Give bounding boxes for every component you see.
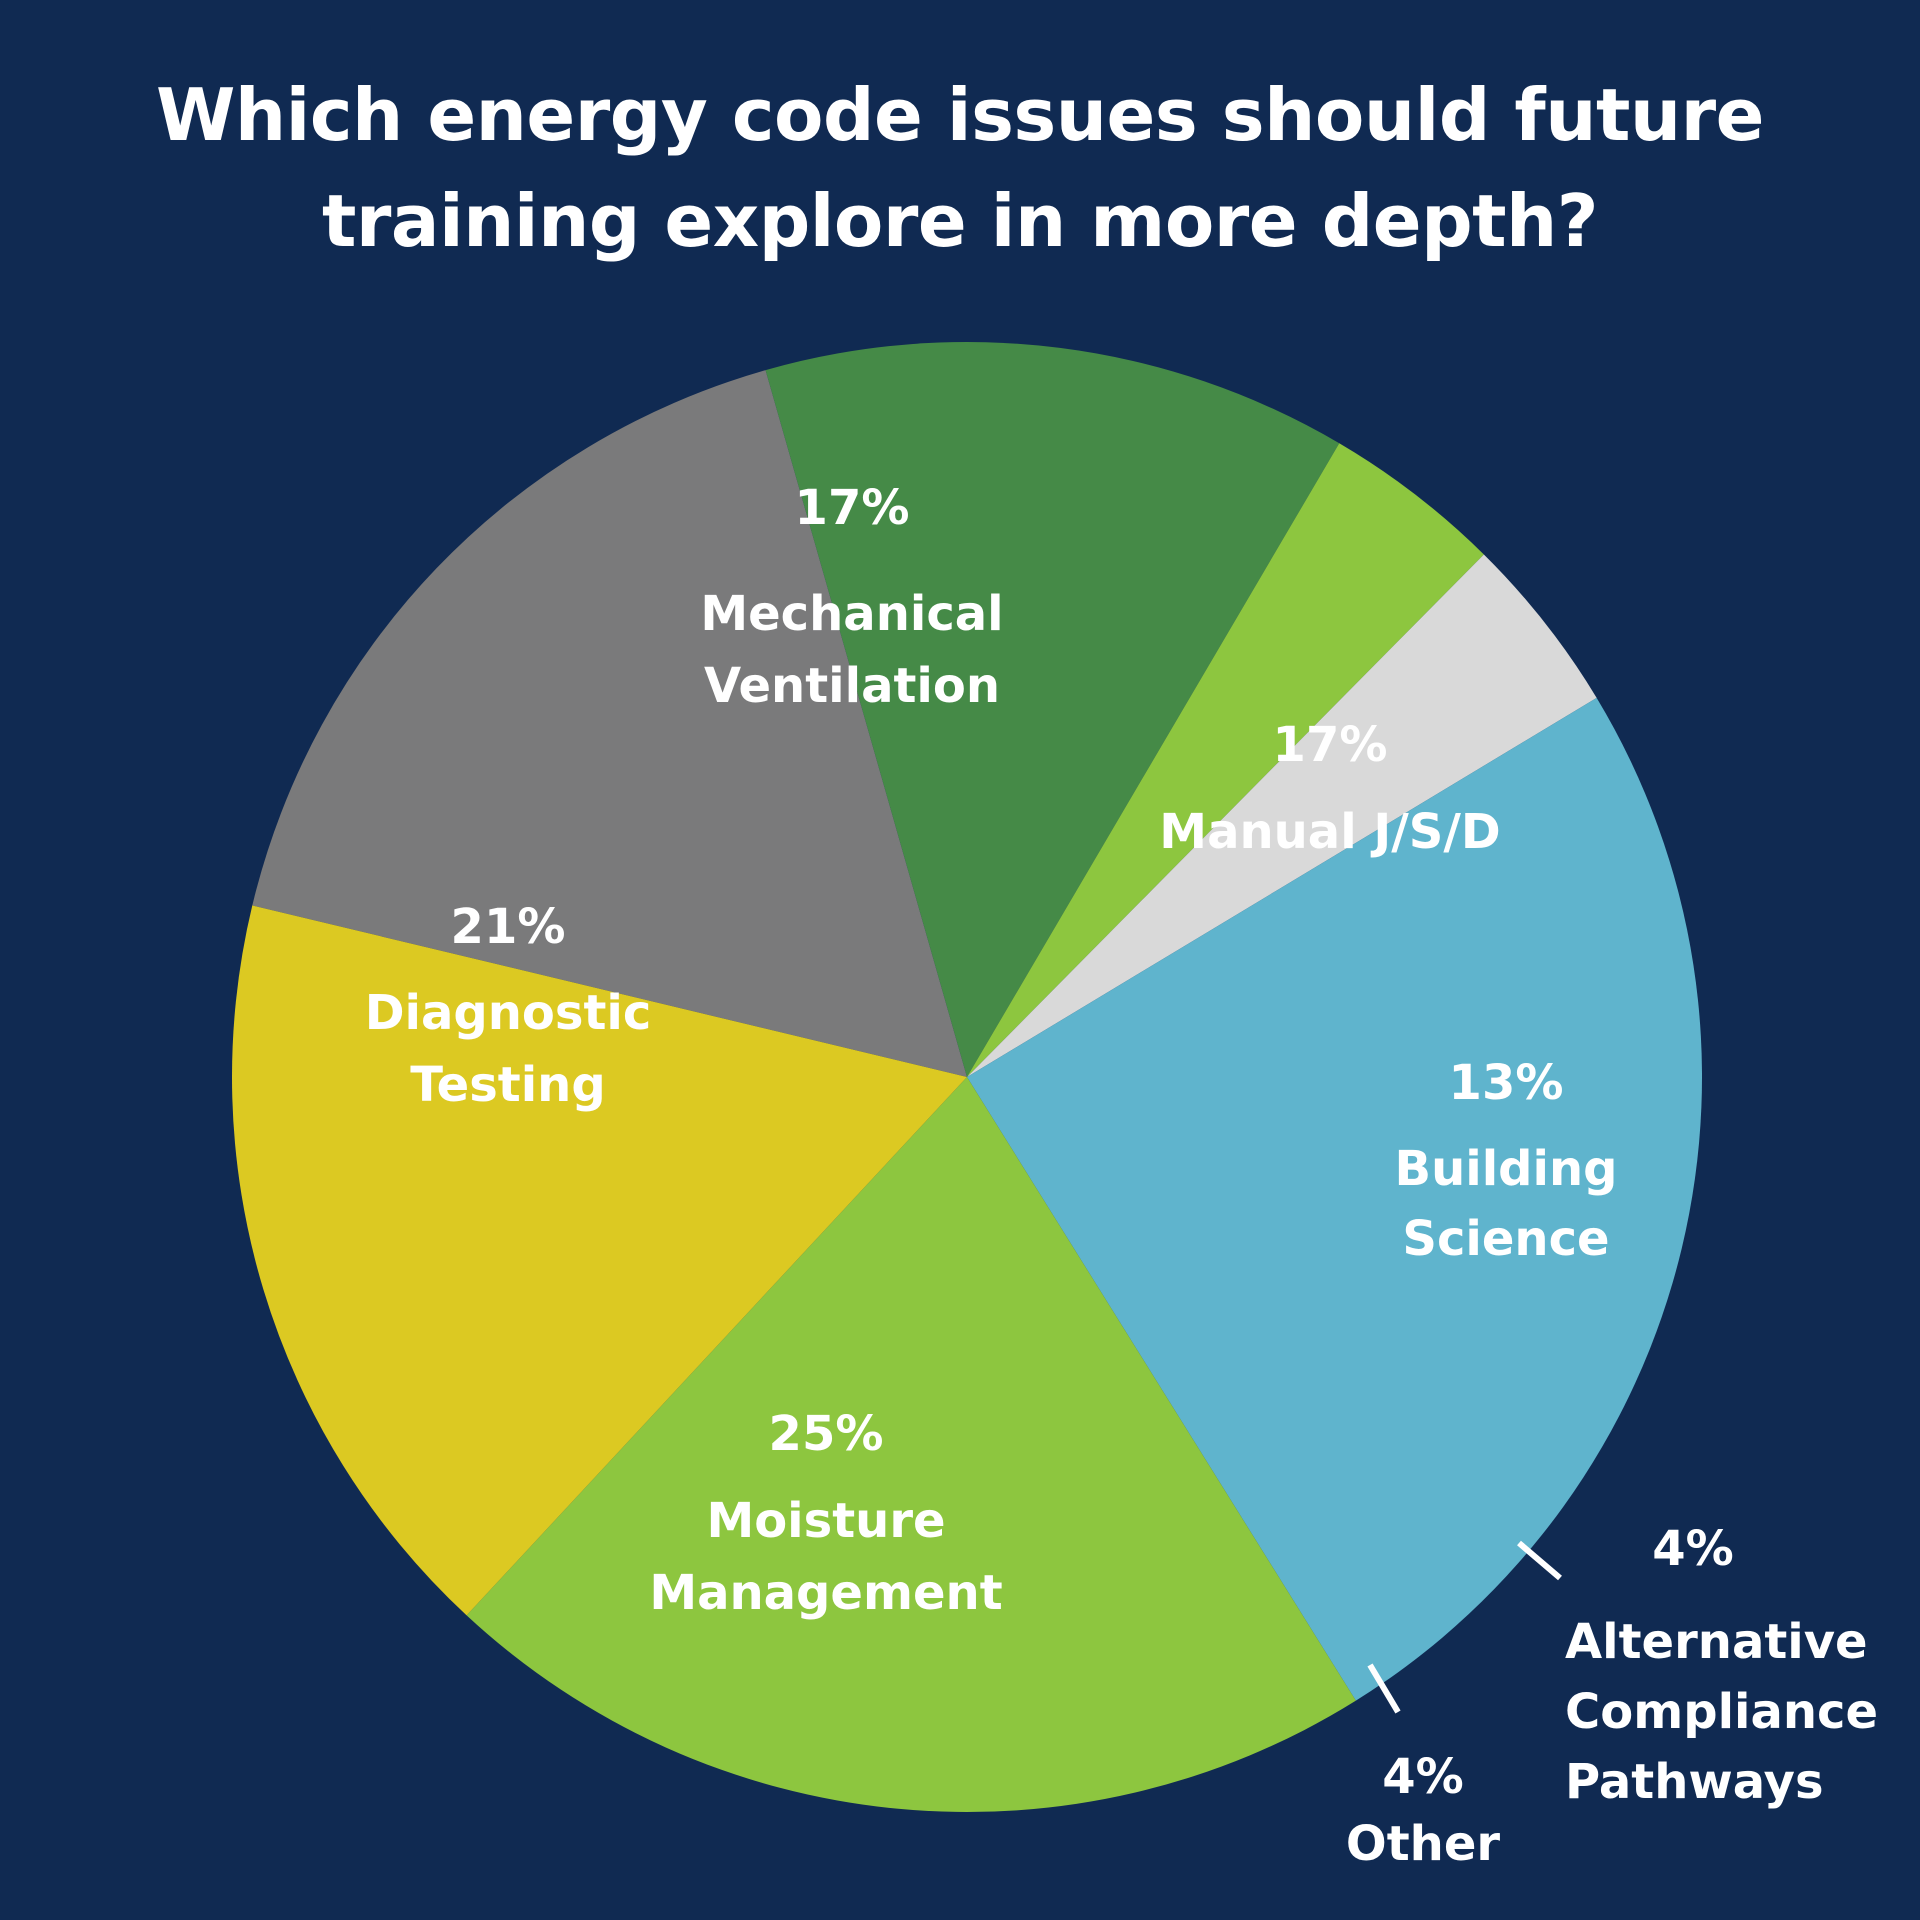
slice-percent-label-3: 4% xyxy=(1652,1521,1734,1577)
slice-name-label-5-line-2: Management xyxy=(649,1565,1002,1621)
slice-name-label-2-line-2: Science xyxy=(1402,1211,1609,1267)
slice-name-label-7-line-1: Mechanical xyxy=(700,586,1003,642)
slice-name-label-6-line-2: Testing xyxy=(410,1057,605,1113)
chart-title-line-1: Which energy code issues should future xyxy=(155,73,1765,157)
slice-percent-label-1: 17% xyxy=(1273,717,1388,773)
pie-slice-6 xyxy=(466,1077,1356,1813)
pie-slices xyxy=(231,341,1702,1813)
slice-name-label-7-line-2: Ventilation xyxy=(704,658,1000,714)
slice-percent-label-2: 13% xyxy=(1449,1055,1564,1111)
slice-name-label-3-line-1: Alternative xyxy=(1565,1614,1868,1670)
leader-line-4 xyxy=(1367,1663,1401,1714)
pie-slice-1 xyxy=(252,370,967,1078)
pie-slice-7 xyxy=(231,905,967,1616)
slice-percent-label-6: 21% xyxy=(451,899,566,955)
slice-name-label-2-line-1: Building xyxy=(1394,1141,1617,1197)
slice-percent-label-7: 17% xyxy=(795,480,910,536)
pie-slice-4 xyxy=(967,554,1597,1077)
chart-title-line-2: training explore in more depth? xyxy=(321,179,1599,263)
slice-percent-label-5: 25% xyxy=(769,1406,884,1462)
pie-slice-5 xyxy=(967,697,1702,1701)
slice-name-label-4-line-1: Other xyxy=(1346,1816,1500,1872)
slice-percent-label-4: 4% xyxy=(1382,1749,1464,1805)
slice-name-label-1-line-1: Manual J/S/D xyxy=(1159,804,1500,860)
slice-name-label-5-line-1: Moisture xyxy=(706,1493,945,1549)
slice-name-label-3-line-2: Compliance xyxy=(1565,1684,1878,1740)
pie-labels: 17% Manual J/S/D 13% Building Science 4% Alter… xyxy=(365,480,1878,1872)
chart-title: Which energy code issues should future t… xyxy=(0,62,1920,274)
pie-slice-2 xyxy=(765,341,1340,1077)
leader-line-3 xyxy=(1517,1540,1562,1581)
pie-slice-3 xyxy=(967,443,1484,1077)
slice-name-label-6-line-1: Diagnostic xyxy=(365,985,652,1041)
slice-name-label-3-line-3: Pathways xyxy=(1565,1754,1824,1810)
